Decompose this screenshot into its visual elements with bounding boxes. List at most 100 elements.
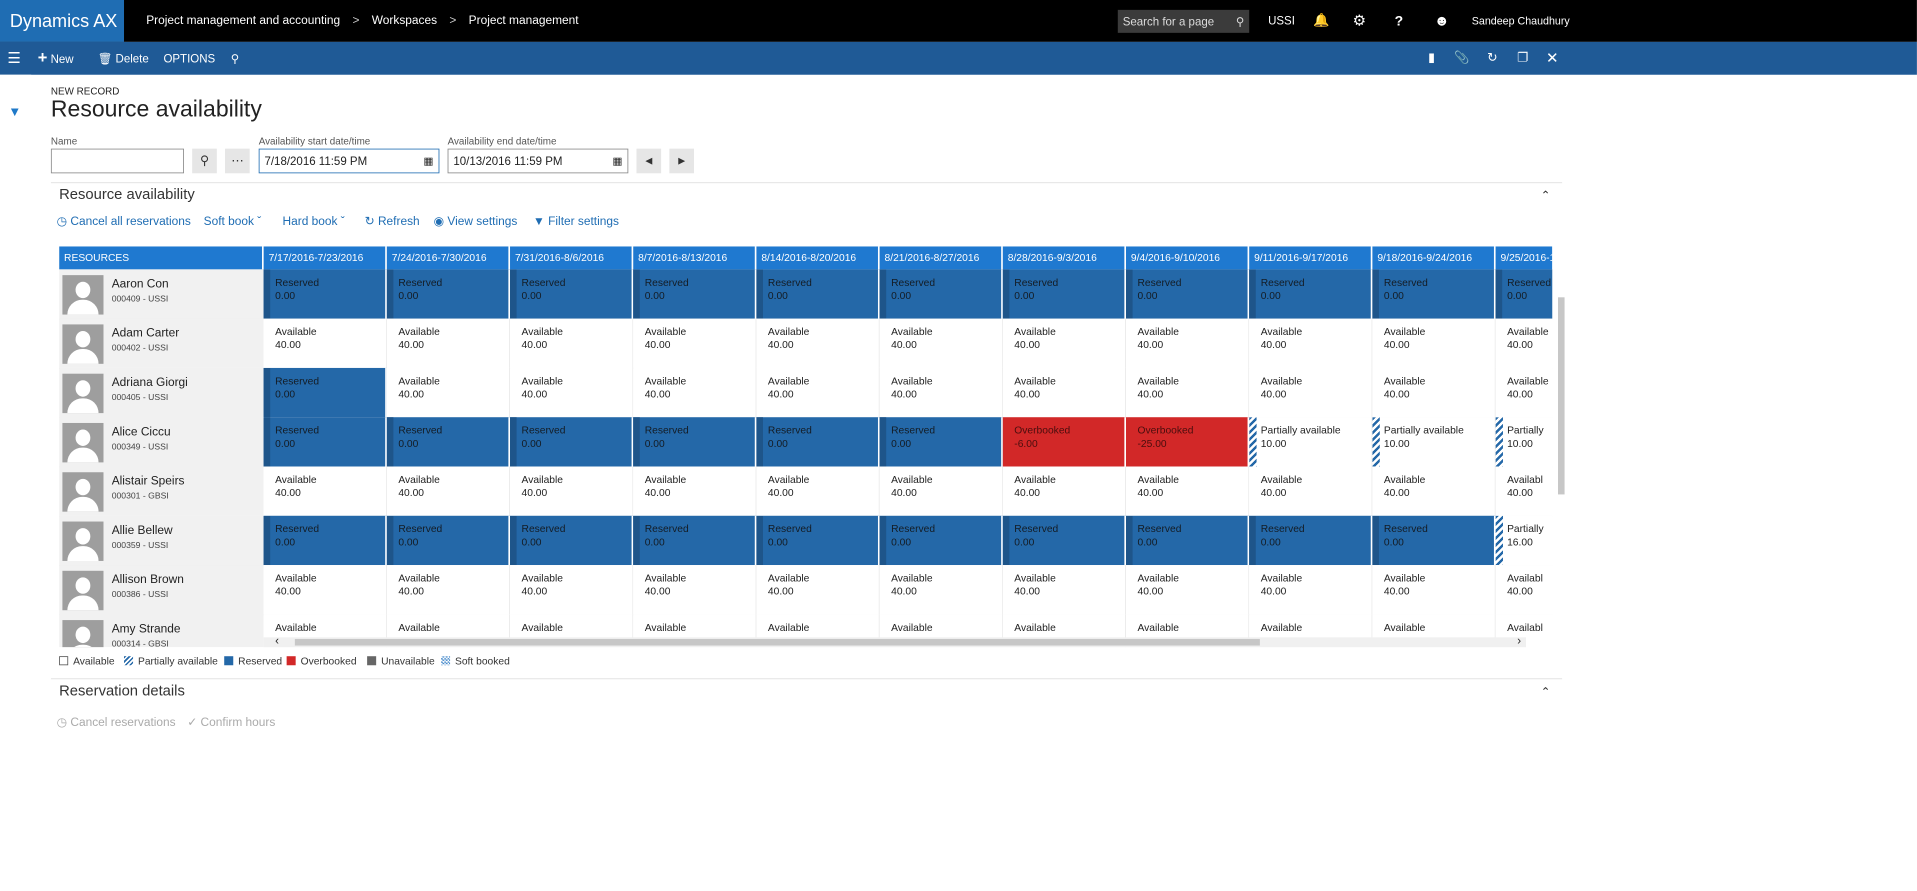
resource-cell[interactable]: Aaron Con 000409 - USSI <box>59 269 264 319</box>
availability-cell[interactable]: Available 40.00 <box>1249 367 1373 418</box>
availability-cell[interactable]: Available 40.00 <box>1126 565 1250 615</box>
previous-period-button[interactable]: ◀ <box>636 148 662 174</box>
availability-cell[interactable]: Reserved 0.00 <box>263 515 387 566</box>
availability-cell[interactable]: Available 40.00 <box>879 565 1003 615</box>
availability-cell[interactable]: Reserved 0.00 <box>1002 269 1127 319</box>
column-header-week[interactable]: 7/31/2016-8/6/2016 <box>510 246 634 270</box>
column-header-week[interactable]: 7/24/2016-7/30/2016 <box>387 246 511 270</box>
start-date-input[interactable]: 7/18/2016 11:59 PM ▦ <box>258 148 440 174</box>
availability-cell[interactable]: Available 40.00 <box>510 565 634 615</box>
availability-cell[interactable]: Available 40.00 <box>263 565 387 615</box>
page-search-box[interactable]: Search for a page ⚲ <box>1117 9 1250 33</box>
column-header-week[interactable]: 9/4/2016-9/10/2016 <box>1126 246 1250 270</box>
availability-cell[interactable]: Reserved 0.00 <box>756 269 880 319</box>
availability-cell[interactable]: Available 40.00 <box>1372 367 1496 418</box>
chevron-up-icon[interactable]: ⌃ <box>1540 188 1551 202</box>
availability-cell[interactable]: Available 40.00 <box>879 367 1003 418</box>
availability-cell[interactable]: Available 40.00 <box>1495 367 1553 418</box>
availability-cell[interactable]: Available 40.00 <box>263 318 387 368</box>
name-input[interactable] <box>50 148 184 174</box>
column-header-week[interactable]: 8/7/2016-8/13/2016 <box>633 246 757 270</box>
availability-cell[interactable]: Available 40.00 <box>510 466 634 516</box>
smiley-icon[interactable]: ☻ <box>1433 12 1450 29</box>
availability-cell[interactable]: Reserved 0.00 <box>386 515 511 566</box>
availability-cell[interactable]: Partially available 10.00 <box>1372 417 1496 467</box>
availability-cell[interactable]: Availabl 40.00 <box>1495 466 1553 516</box>
availability-cell[interactable]: Available 40.00 <box>1372 565 1496 615</box>
availability-cell[interactable]: Reserved 0.00 <box>1126 515 1250 566</box>
availability-cell[interactable]: Available 40.00 <box>756 318 880 368</box>
table-row[interactable]: Adriana Giorgi 000405 - USSI Reserved 0.00 A… <box>59 367 1553 419</box>
confirm-hours-button[interactable]: ✓ Confirm hours <box>187 716 275 729</box>
availability-cell[interactable]: Available 40.00 <box>1372 466 1496 516</box>
availability-cell[interactable]: Reserved 0.00 <box>1372 515 1496 566</box>
availability-cell[interactable]: Available 40.00 <box>1249 466 1373 516</box>
table-row[interactable]: Alistair Speirs 000301 - GBSI Available 40.… <box>59 466 1553 517</box>
availability-cell[interactable]: Available 40.00 <box>1249 565 1373 615</box>
breadcrumb-item-page[interactable]: Project management <box>468 13 579 28</box>
availability-cell[interactable]: Available 40.00 <box>386 565 511 615</box>
availability-cell[interactable]: Reserved 0.00 <box>510 269 634 319</box>
availability-cell[interactable]: Available 40.00 <box>1002 565 1127 615</box>
breadcrumb-item-module[interactable]: Project management and accounting <box>146 13 341 28</box>
user-name[interactable]: Sandeep Chaudhury <box>1471 14 1570 28</box>
table-row[interactable]: Adam Carter 000402 - USSI Available 40.00 Av… <box>59 318 1553 369</box>
hamburger-icon[interactable]: ☰ <box>7 50 21 67</box>
availability-cell[interactable]: Reserved 0.00 <box>633 515 757 566</box>
availability-cell[interactable]: Reserved 0.00 <box>386 417 511 467</box>
availability-cell[interactable]: Reserved 0.00 <box>263 367 387 418</box>
column-header-week[interactable]: 8/28/2016-9/3/2016 <box>1003 246 1127 270</box>
resource-cell[interactable]: Allie Bellew 000359 - USSI <box>59 515 264 566</box>
availability-cell[interactable]: Available 40.00 <box>386 466 511 516</box>
paperclip-icon[interactable]: 📎 <box>1454 50 1470 65</box>
availability-cell[interactable]: Reserved 0.00 <box>510 417 634 467</box>
gear-icon[interactable]: ⚙ <box>1352 12 1366 29</box>
availability-cell[interactable]: Reserved 0.00 <box>879 269 1003 319</box>
availability-cell[interactable]: Available 40.00 <box>879 318 1003 368</box>
column-header-week[interactable]: 9/18/2016-9/24/2016 <box>1372 246 1496 270</box>
availability-cell[interactable]: Available 40.00 <box>633 466 757 516</box>
availability-cell[interactable]: Available 40.00 <box>386 318 511 368</box>
column-header-resources[interactable]: RESOURCES <box>59 246 264 270</box>
resource-cell[interactable]: Allison Brown 000386 - USSI <box>59 565 264 615</box>
availability-cell[interactable]: Available 40.00 <box>1249 318 1373 368</box>
availability-cell[interactable]: Available 40.00 <box>1126 466 1250 516</box>
availability-cell[interactable]: Reserved 0.00 <box>633 417 757 467</box>
chevron-up-icon[interactable]: ⌃ <box>1540 684 1551 699</box>
calendar-icon[interactable]: ▦ <box>612 154 623 167</box>
availability-cell[interactable]: Available 40.00 <box>756 466 880 516</box>
resource-cell[interactable]: Alistair Speirs 000301 - GBSI <box>59 466 264 516</box>
column-header-week[interactable]: 9/11/2016-9/17/2016 <box>1249 246 1373 270</box>
delete-button[interactable]: 🗑 Delete <box>98 42 149 75</box>
lookup-search-button[interactable]: ⚲ <box>192 148 217 174</box>
app-brand[interactable]: Dynamics AX <box>0 0 125 42</box>
hard-book-menu[interactable]: Hard book ˇ <box>283 215 345 228</box>
availability-cell[interactable]: Partially available 10.00 <box>1249 417 1373 467</box>
availability-cell[interactable]: Reserved 0.00 <box>1126 269 1250 319</box>
filter-icon[interactable]: ▼ <box>8 105 22 120</box>
bell-icon[interactable]: 🔔 <box>1313 13 1330 28</box>
table-row[interactable]: Aaron Con 000409 - USSI Reserved 0.00 Reserv… <box>59 269 1553 320</box>
availability-cell[interactable]: Reserved 0.00 <box>879 515 1003 566</box>
availability-cell[interactable]: Available 40.00 <box>756 367 880 418</box>
resource-cell[interactable]: Amy Strande 000314 - GBSI <box>59 614 264 648</box>
resource-cell[interactable]: Adam Carter 000402 - USSI <box>59 318 264 368</box>
vertical-scrollbar[interactable] <box>1556 195 1566 721</box>
section-title-resource-availability[interactable]: Resource availability <box>59 185 195 203</box>
availability-cell[interactable]: Overbooked -6.00 <box>1002 417 1127 467</box>
availability-cell[interactable]: Reserved 0.00 <box>1372 269 1496 319</box>
view-settings-button[interactable]: ◉ View settings <box>434 215 518 228</box>
availability-cell[interactable]: Reserved 0.00 <box>1249 515 1373 566</box>
availability-cell[interactable]: Overbooked -25.00 <box>1126 417 1250 467</box>
availability-cell[interactable]: Reserved 0.00 <box>756 515 880 566</box>
resource-cell[interactable]: Alice Ciccu 000349 - USSI <box>59 417 264 467</box>
availability-cell[interactable]: Available 40.00 <box>1495 318 1553 368</box>
scroll-left-icon[interactable]: ‹ <box>275 634 279 648</box>
help-icon[interactable]: ? <box>1394 13 1404 29</box>
search-icon[interactable]: ⚲ <box>230 51 240 65</box>
availability-cell[interactable]: Available 40.00 <box>879 466 1003 516</box>
next-period-button[interactable]: ▶ <box>669 148 694 174</box>
calendar-icon[interactable]: ▦ <box>423 154 434 167</box>
availability-cell[interactable]: Available 40.00 <box>756 565 880 615</box>
availability-cell[interactable]: Available 40.00 <box>510 367 634 418</box>
